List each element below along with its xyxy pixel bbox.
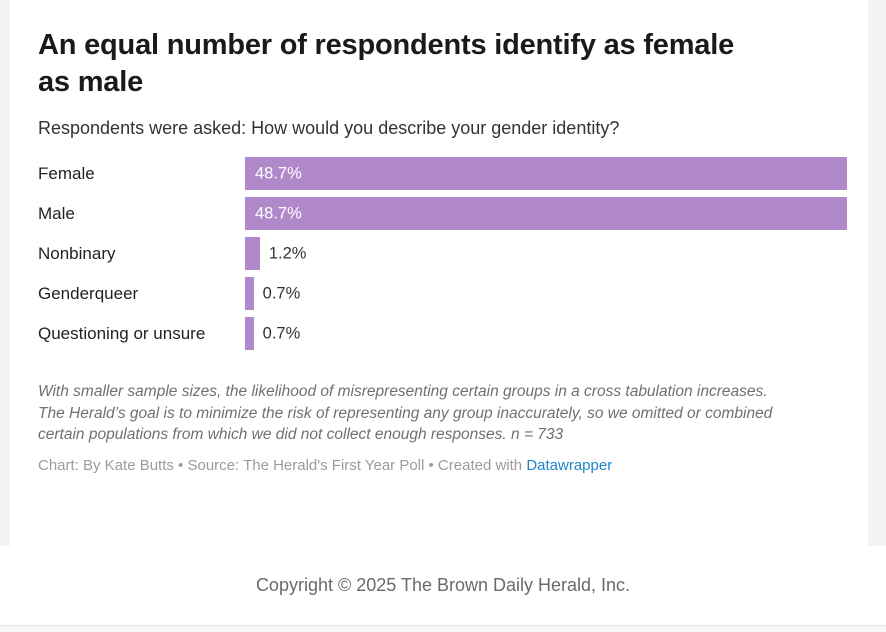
- bar-row: Male 48.7%: [38, 197, 847, 230]
- bar[interactable]: [245, 277, 254, 310]
- next-section-edge: [0, 625, 886, 632]
- bar-value-label: 48.7%: [255, 204, 302, 222]
- chart-title: An equal number of respondents identify …: [38, 29, 734, 98]
- bar[interactable]: [245, 157, 847, 190]
- chart-credit: Chart: By Kate Butts • Source: The Heral…: [38, 456, 847, 476]
- site-footer: Copyright © 2025 The Brown Daily Herald,…: [0, 546, 886, 625]
- bar-value-label: 0.7%: [262, 324, 301, 342]
- bar[interactable]: [245, 317, 254, 350]
- credit-text: Chart: By Kate Butts • Source: The Heral…: [38, 456, 527, 474]
- bar-chart: Female 48.7% Male 48.7% Nonbinary 1.2% Genderq…: [38, 157, 847, 350]
- bar-value-label: 0.7%: [262, 284, 301, 302]
- bar-row: Female 48.7%: [38, 157, 847, 190]
- bar-category-label: Questioning or unsure: [38, 323, 206, 343]
- bar-row: Questioning or unsure 0.7%: [38, 317, 847, 350]
- bar-track: 1.2%: [245, 237, 847, 270]
- bar[interactable]: [245, 237, 260, 270]
- copyright-text: Copyright © 2025 The Brown Daily Herald,…: [255, 575, 631, 595]
- bar-value-label: 48.7%: [255, 164, 302, 182]
- bar-track: 48.7%: [245, 197, 847, 230]
- datawrapper-link[interactable]: Datawrapper: [526, 456, 613, 474]
- bar-row: Genderqueer 0.7%: [38, 277, 847, 310]
- bar-category-label: Genderqueer: [38, 283, 139, 303]
- bar-track: 0.7%: [245, 317, 847, 350]
- chart-embed: An equal number of respondents identify …: [10, 0, 868, 546]
- bar-category-label: Female: [38, 163, 95, 183]
- chart-subtitle: Respondents were asked: How would you de…: [38, 118, 620, 138]
- bar-row: Nonbinary 1.2%: [38, 237, 847, 270]
- bar-track: 0.7%: [245, 277, 847, 310]
- bar[interactable]: [245, 197, 847, 230]
- bar-track: 48.7%: [245, 157, 847, 190]
- bar-category-label: Male: [38, 203, 75, 223]
- bar-category-label: Nonbinary: [38, 243, 116, 263]
- chart-notes: With smaller sample sizes, the likelihoo…: [38, 383, 773, 443]
- bar-value-label: 1.2%: [268, 244, 307, 262]
